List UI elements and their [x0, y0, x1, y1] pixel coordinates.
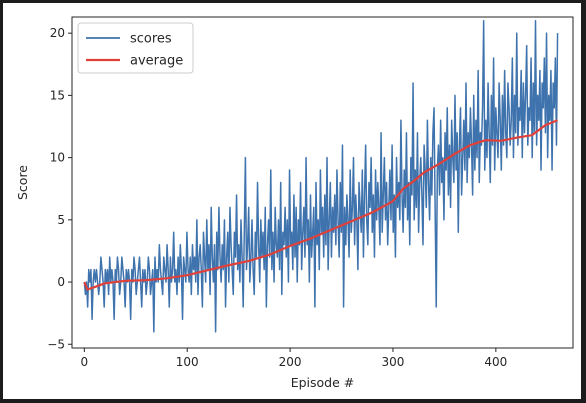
x-tick-label: 300 [382, 355, 405, 369]
x-tick-label: 0 [81, 355, 89, 369]
x-tick-label: 200 [279, 355, 302, 369]
x-tick-label: 400 [484, 355, 507, 369]
y-tick-label: 20 [50, 26, 65, 40]
legend-label-scores: scores [130, 32, 172, 47]
y-tick-label: 15 [50, 88, 65, 102]
x-axis-label: Episode # [291, 375, 355, 390]
y-tick-label: 5 [57, 213, 65, 227]
plot-area [83, 19, 559, 333]
y-tick-label: 10 [50, 151, 65, 165]
axes: 0 100 200 300 400 −5 0 5 10 15 20 [47, 26, 507, 369]
axes-frame [71, 16, 574, 349]
chart-frame: 0 100 200 300 400 −5 0 5 10 15 20 Episode # Score … [3, 3, 581, 399]
legend-label-average: average [130, 54, 183, 69]
x-tick-label: 100 [176, 355, 199, 369]
y-tick-label: 0 [57, 275, 65, 289]
y-axis-label: Score [15, 165, 30, 200]
legend: scores average [77, 22, 194, 74]
series-line-scores [83, 19, 559, 333]
series-line-average [83, 119, 558, 291]
y-tick-label: −5 [47, 337, 65, 351]
